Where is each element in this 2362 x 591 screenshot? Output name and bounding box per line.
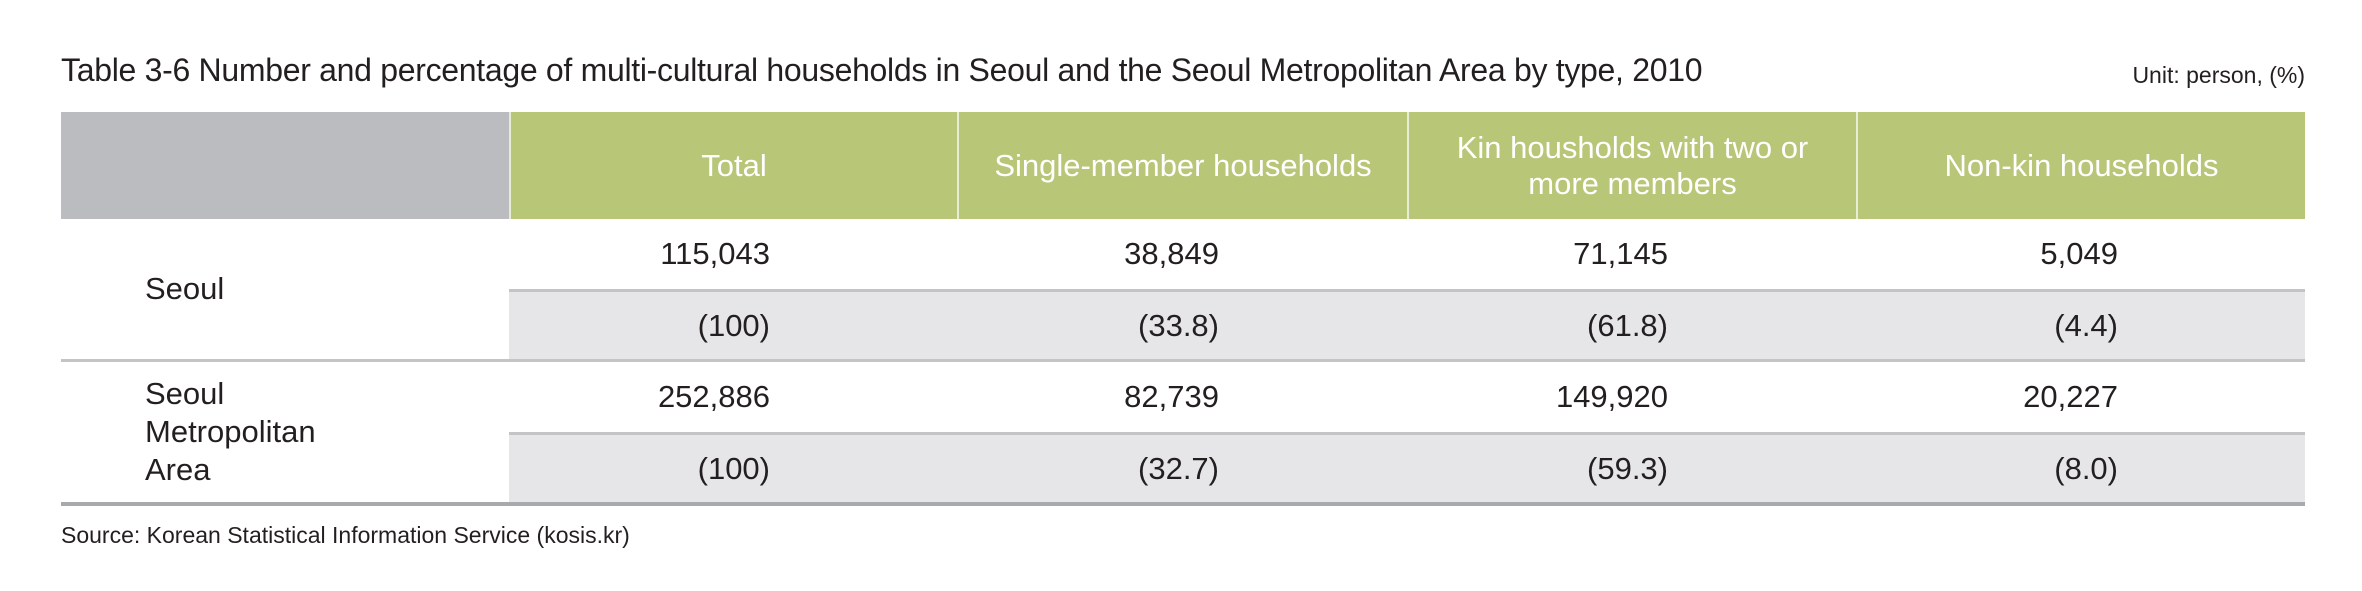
row-label: Seoul Metropolitan Area bbox=[61, 362, 509, 502]
cell-total: 115,043 bbox=[660, 236, 770, 271]
data-table: Total Single-member households Kin housh… bbox=[61, 112, 2305, 506]
cell-single-member: 82,739 bbox=[1124, 379, 1219, 414]
cell-single-member: 38,849 bbox=[1124, 236, 1219, 271]
header-kin-households: Kin housholds with two or more members bbox=[1407, 112, 1856, 219]
cell-kin-pct: (61.8) bbox=[1587, 307, 1668, 343]
unit-label: Unit: person, (%) bbox=[2132, 62, 2305, 88]
count-row: 115,043 38,849 71,145 5,049 bbox=[509, 219, 2305, 289]
header-total: Total bbox=[509, 112, 957, 219]
source-note: Source: Korean Statistical Information S… bbox=[61, 522, 630, 548]
cell-non-kin: 20,227 bbox=[2023, 379, 2118, 414]
header-non-kin: Non-kin households bbox=[1856, 112, 2305, 219]
row-group-seoul-metropolitan-area: Seoul Metropolitan Area 252,886 82,739 1… bbox=[61, 362, 2305, 506]
cell-non-kin: 5,049 bbox=[2040, 236, 2118, 271]
table-title: Table 3-6 Number and percentage of multi… bbox=[61, 52, 1703, 88]
cell-single-member-pct: (33.8) bbox=[1138, 307, 1219, 343]
cell-non-kin-pct: (8.0) bbox=[2054, 450, 2118, 486]
header-stub-cell bbox=[61, 112, 509, 219]
cell-total: 252,886 bbox=[657, 379, 770, 414]
row-label: Seoul bbox=[61, 219, 509, 359]
row-group-seoul: Seoul 115,043 38,849 71,145 5,049 (100) … bbox=[61, 219, 2305, 362]
cell-non-kin-pct: (4.4) bbox=[2054, 307, 2118, 343]
cell-total-pct: (100) bbox=[697, 450, 770, 486]
count-row: 252,886 82,739 149,920 20,227 bbox=[509, 362, 2305, 432]
cell-total-pct: (100) bbox=[697, 307, 770, 343]
table-header-row: Total Single-member households Kin housh… bbox=[61, 112, 2305, 219]
cell-kin-pct: (59.3) bbox=[1587, 450, 1668, 486]
percent-row: (100) (32.7) (59.3) (8.0) bbox=[509, 432, 2305, 502]
percent-row: (100) (33.8) (61.8) (4.4) bbox=[509, 289, 2305, 359]
cell-single-member-pct: (32.7) bbox=[1138, 450, 1219, 486]
header-single-member: Single-member households bbox=[957, 112, 1407, 219]
cell-kin: 149,920 bbox=[1555, 379, 1668, 414]
cell-kin: 71,145 bbox=[1573, 236, 1668, 271]
